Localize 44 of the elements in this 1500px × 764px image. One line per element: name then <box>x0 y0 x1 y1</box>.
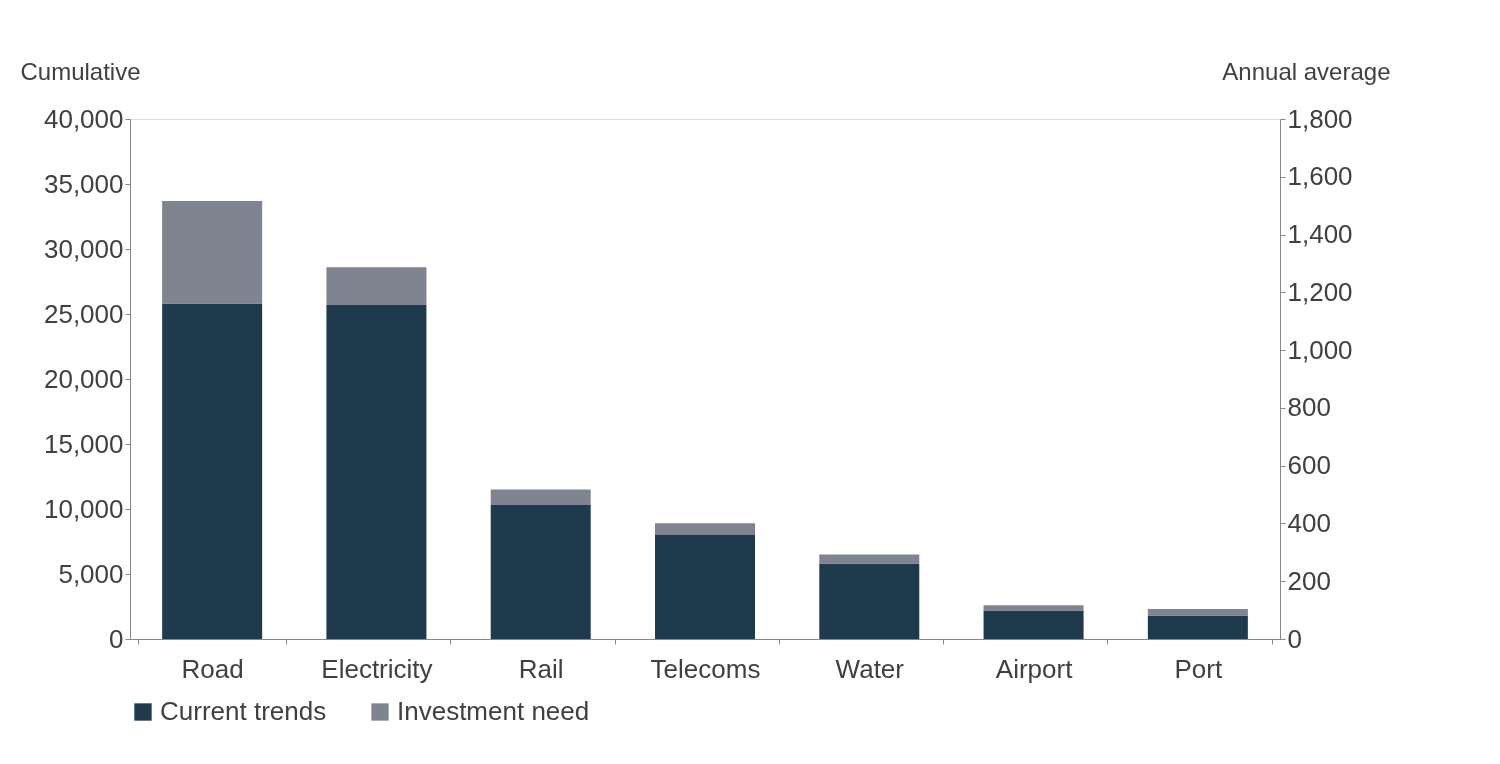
bar <box>326 304 427 639</box>
y2-tick-label: 1,000 <box>1287 334 1353 365</box>
y2-tick-label: 400 <box>1287 507 1331 538</box>
bar <box>326 267 427 305</box>
y-axis-title: Cumulative <box>20 57 141 85</box>
y2-tick-label: 1,200 <box>1287 276 1353 307</box>
x-tick-label: Road <box>181 653 244 684</box>
legend-label: Current trends <box>160 696 327 726</box>
y-tick-label: 40,000 <box>43 103 124 134</box>
bar <box>819 554 920 564</box>
x-tick-label: Electricity <box>321 653 433 684</box>
legend-label: Investment need <box>397 696 590 726</box>
x-tick-label: Rail <box>518 653 564 684</box>
bar <box>490 489 591 506</box>
y-tick-label: 15,000 <box>43 428 124 459</box>
y-tick-label: 30,000 <box>43 233 124 264</box>
bar <box>1147 609 1248 616</box>
y-tick-label: 0 <box>109 623 124 654</box>
bar <box>819 563 920 639</box>
y2-tick-label: 200 <box>1287 565 1331 596</box>
x-tick-label: Telecoms <box>650 653 761 684</box>
x-tick-label: Airport <box>995 653 1074 684</box>
bar <box>655 535 755 639</box>
y2-tick-label: 1,600 <box>1287 161 1353 192</box>
bar <box>490 505 591 639</box>
y-tick-label: 35,000 <box>43 168 124 199</box>
y-tick-label: 5,000 <box>58 558 124 589</box>
y-tick-label: 10,000 <box>43 493 124 524</box>
y2-tick-label: 0 <box>1287 623 1302 654</box>
bar <box>983 610 1084 639</box>
y-tick-label: 25,000 <box>43 298 124 329</box>
y-tick-label: 20,000 <box>43 363 124 394</box>
bar <box>1147 615 1248 639</box>
bar <box>655 523 755 535</box>
y2-tick-label: 800 <box>1287 392 1331 423</box>
bar <box>162 303 263 639</box>
y2-tick-label: 1,400 <box>1287 219 1353 250</box>
bar <box>983 605 1084 611</box>
y2-tick-label: 1,800 <box>1287 103 1353 134</box>
bar <box>162 200 263 304</box>
x-tick-label: Port <box>1174 653 1223 684</box>
y2-axis-title: Annual average <box>1222 57 1391 85</box>
y2-tick-label: 600 <box>1287 450 1331 481</box>
x-tick-label: Water <box>835 653 905 684</box>
